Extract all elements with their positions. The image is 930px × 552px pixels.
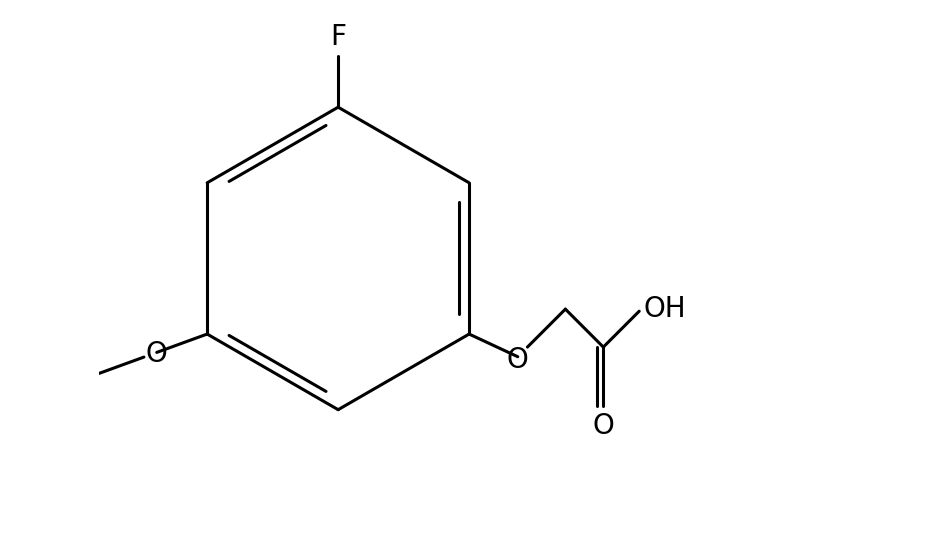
Text: O: O <box>507 346 528 374</box>
Text: F: F <box>330 23 346 51</box>
Text: O: O <box>146 341 167 368</box>
Text: O: O <box>592 412 614 440</box>
Text: OH: OH <box>644 295 685 323</box>
